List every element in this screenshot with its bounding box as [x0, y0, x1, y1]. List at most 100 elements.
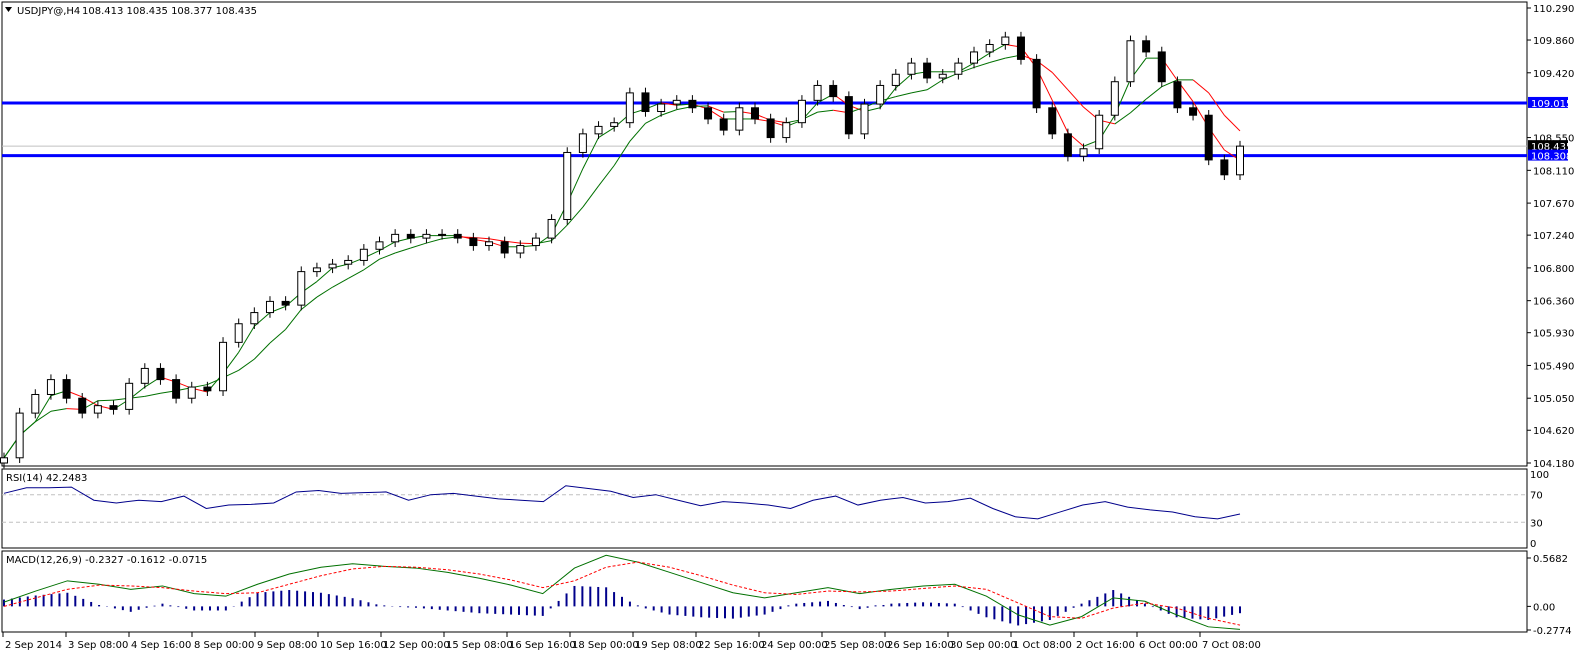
bear-candle [844, 96, 853, 135]
bull-candle [438, 233, 447, 236]
macd-main-line [3, 554, 1241, 630]
ma-slow-line [300, 296, 318, 310]
bull-candle [657, 103, 666, 113]
ma-slow-line [926, 79, 944, 91]
ma-fast-line [34, 395, 52, 423]
bear-candle [469, 237, 478, 247]
time-tick-label: 2 Oct 16:00 [1076, 640, 1135, 651]
price-tick-label: 109.420 [1533, 69, 1574, 80]
bull-candle [140, 367, 149, 384]
rsi-tick-label: 30 [1530, 518, 1543, 529]
time-tick-label: 12 Sep 00:00 [383, 640, 450, 651]
ma-slow-line [253, 342, 271, 360]
macd-tick-label: 0.00 [1533, 602, 1555, 613]
bull-candle [876, 84, 885, 105]
ma-slow-line [144, 392, 161, 397]
bull-candle [359, 248, 368, 261]
bull-candle [250, 312, 259, 325]
rsi-tick-label: 0 [1530, 539, 1536, 550]
macd-panel[interactable] [1, 550, 1528, 633]
bull-candle [1110, 81, 1119, 116]
bull-candle [563, 151, 572, 220]
bear-candle [78, 397, 87, 414]
bear-candle [1063, 133, 1072, 157]
main-price-panel[interactable] [1, 1, 1528, 467]
ma-slow-line [285, 309, 302, 330]
bear-candle [156, 367, 165, 381]
ma-slow-line [1067, 89, 1084, 108]
ma-slow-line [97, 399, 114, 402]
bear-candle [172, 379, 181, 399]
ma-slow-line [1208, 92, 1225, 116]
ma-slow-line [582, 185, 599, 208]
ma-slow-line [973, 62, 990, 68]
bull-candle [46, 379, 55, 395]
ma-slow-line [426, 238, 443, 244]
price-tick-label: 108.550 [1533, 134, 1574, 145]
level-price-badge [1528, 149, 1568, 161]
price-tick-label: 104.620 [1533, 426, 1574, 437]
bear-candle [641, 92, 650, 113]
time-tick-label: 6 Oct 00:00 [1139, 640, 1198, 651]
symbol-label: USDJPY@,H4 [17, 6, 80, 17]
price-tick-label: 104.180 [1533, 459, 1574, 470]
macd-label: MACD(12,26,9) -0.2327 -0.1612 -0.0715 [6, 555, 207, 566]
bull-candle [1126, 40, 1135, 83]
time-tick-label: 9 Sep 08:00 [257, 640, 317, 651]
ohlc-readout: 108.413 108.435 108.377 108.435 [82, 6, 257, 17]
price-tick-label: 110.290 [1533, 4, 1574, 15]
price-tick-label: 107.240 [1533, 231, 1574, 242]
ma-slow-line [613, 141, 631, 166]
bear-candle [500, 241, 509, 254]
bear-candle [1157, 51, 1166, 83]
current-price-label: 108.435 [1531, 142, 1572, 153]
bear-candle [923, 62, 932, 79]
bear-candle [1220, 159, 1229, 176]
time-tick-label: 10 Sep 16:00 [320, 640, 387, 651]
ma-slow-line [598, 165, 615, 187]
bear-candle [688, 99, 697, 109]
time-tick-label: 19 Sep 08:00 [635, 640, 702, 651]
bull-candle [860, 103, 869, 135]
ma-slow-line [1114, 112, 1131, 125]
bull-candle [15, 412, 24, 459]
ma-slow-line [1161, 79, 1178, 88]
bull-candle [344, 259, 353, 265]
ma-slow-line [316, 286, 333, 298]
bear-candle [453, 233, 462, 239]
bull-candle [531, 237, 540, 247]
time-tick-label: 25 Sep 08:00 [824, 640, 891, 651]
time-tick-label: 30 Sep 00:00 [950, 640, 1017, 651]
ma-slow-line [1145, 86, 1163, 100]
bear-candle [109, 405, 118, 410]
ma-fast-line [661, 102, 677, 106]
ma-slow-line [817, 109, 834, 113]
bull-candle [187, 386, 196, 399]
time-tick-label: 8 Sep 00:00 [194, 640, 254, 651]
bull-candle [234, 323, 243, 343]
rsi-panel[interactable] [1, 468, 1528, 549]
bull-candle [375, 241, 384, 250]
ma-slow-line [269, 328, 286, 344]
bull-candle [735, 107, 744, 131]
bull-candle [219, 341, 228, 392]
collapse-triangle-icon[interactable] [5, 7, 12, 12]
bull-candle [547, 218, 556, 239]
bull-candle [1079, 148, 1088, 157]
ma-slow-line [363, 258, 380, 271]
bull-candle [782, 122, 791, 139]
bull-candle [1001, 36, 1010, 45]
rsi-tick-label: 100 [1530, 470, 1549, 481]
bear-candle [1016, 36, 1025, 60]
ma-fast-line [582, 137, 599, 169]
bull-candle [0, 457, 8, 464]
ma-slow-line [645, 114, 662, 124]
level-price-label: 108.308 [1531, 152, 1572, 163]
time-tick-label: 18 Sep 00:00 [572, 640, 639, 651]
bear-candle [1032, 58, 1041, 109]
ma-slow-line [895, 92, 912, 98]
bull-candle [422, 233, 431, 239]
time-tick-label: 2 Sep 2014 [5, 640, 62, 651]
bear-candle [766, 118, 775, 139]
